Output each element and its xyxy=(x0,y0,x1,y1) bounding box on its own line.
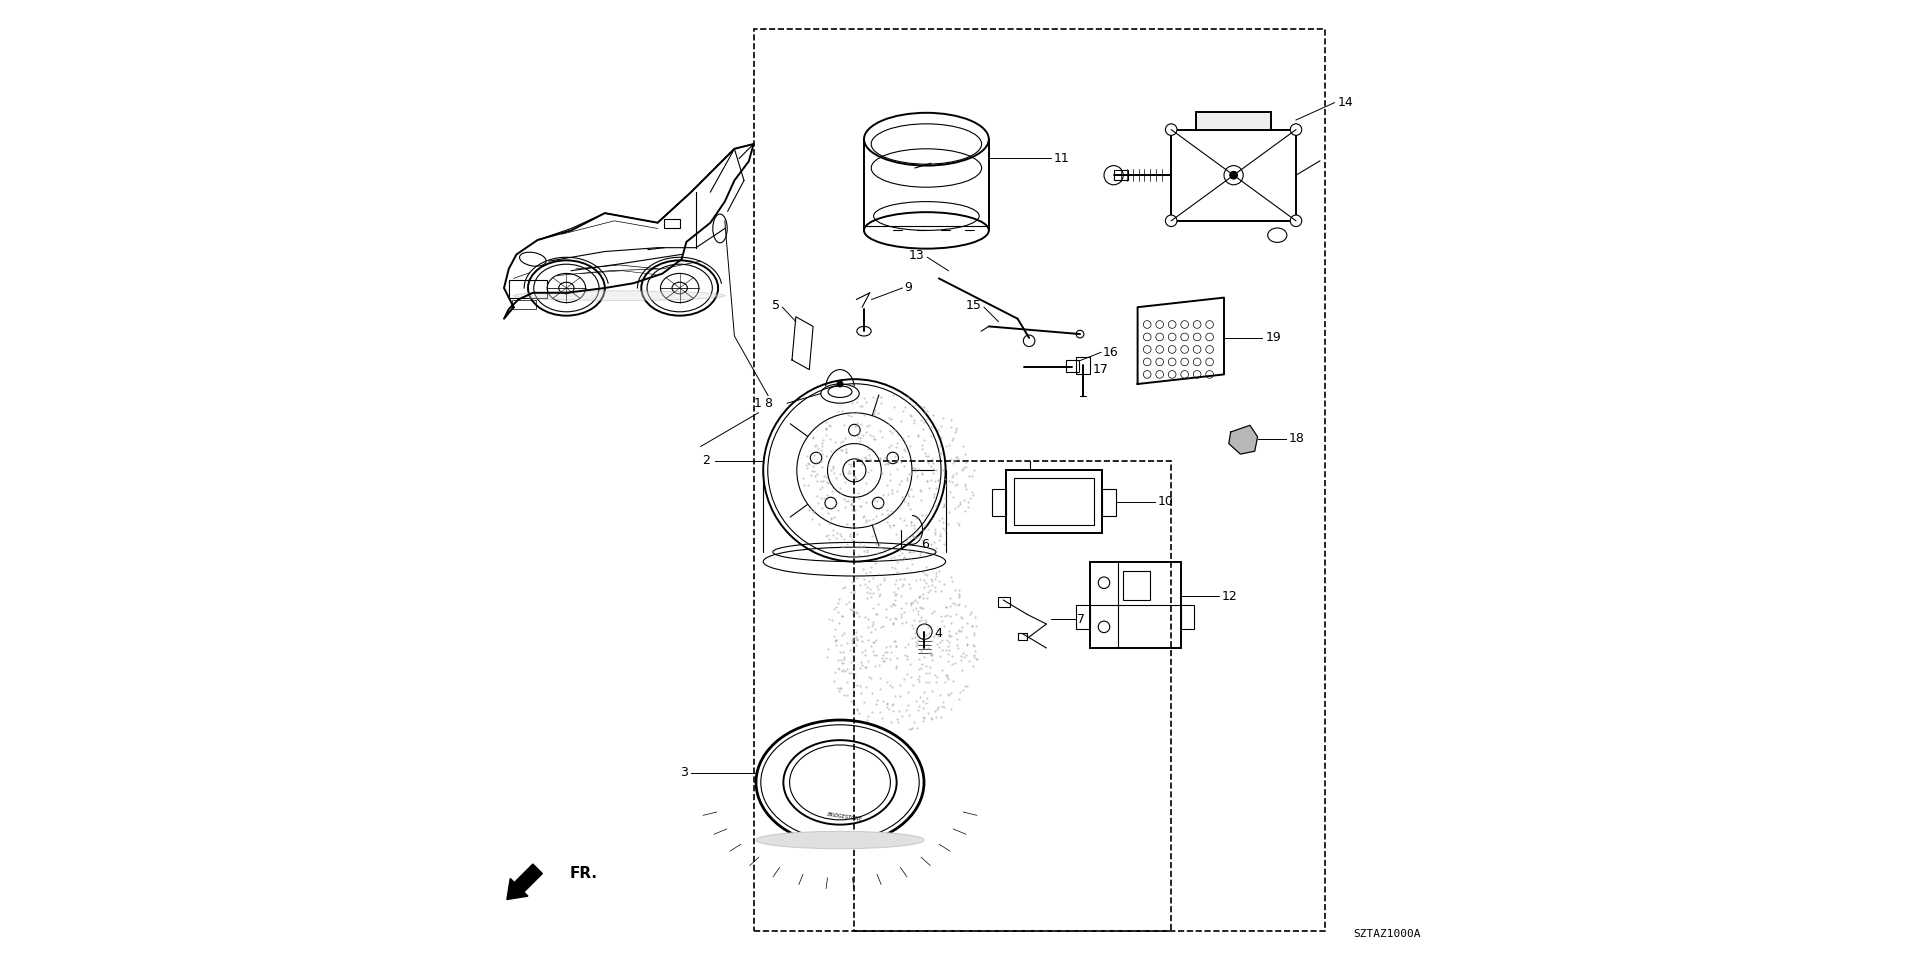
Bar xyxy=(1018,633,1027,640)
Text: 6: 6 xyxy=(922,538,929,551)
Text: FR.: FR. xyxy=(568,866,597,881)
Bar xyxy=(1171,130,1296,221)
Bar xyxy=(1102,489,1117,516)
Bar xyxy=(993,489,1006,516)
Text: 5: 5 xyxy=(772,299,780,312)
Circle shape xyxy=(1165,124,1177,135)
Circle shape xyxy=(1225,165,1242,185)
Text: 3: 3 xyxy=(680,766,687,780)
Bar xyxy=(1123,571,1150,600)
Text: SZTAZ1000A: SZTAZ1000A xyxy=(1354,929,1421,939)
Polygon shape xyxy=(1229,425,1258,454)
Bar xyxy=(1114,171,1129,180)
Text: 17: 17 xyxy=(1092,363,1108,376)
Text: 4: 4 xyxy=(933,627,943,640)
Text: 12: 12 xyxy=(1221,589,1238,603)
Text: 10: 10 xyxy=(1158,495,1173,508)
Bar xyxy=(1075,357,1089,374)
Text: 13: 13 xyxy=(908,249,925,262)
Text: BRIDGESTONE: BRIDGESTONE xyxy=(828,812,862,822)
Text: 7: 7 xyxy=(1077,612,1085,626)
Bar xyxy=(1075,605,1089,629)
Text: 19: 19 xyxy=(1265,331,1281,345)
Text: 16: 16 xyxy=(1102,346,1119,359)
Bar xyxy=(1006,470,1102,533)
Circle shape xyxy=(1290,215,1302,227)
FancyArrow shape xyxy=(507,864,541,900)
Text: 11: 11 xyxy=(1054,152,1069,165)
Text: 8: 8 xyxy=(764,396,772,410)
Ellipse shape xyxy=(756,831,924,849)
Circle shape xyxy=(1290,124,1302,135)
Text: 14: 14 xyxy=(1336,96,1354,109)
Circle shape xyxy=(837,381,843,387)
Bar xyxy=(509,280,547,298)
Circle shape xyxy=(1229,171,1236,180)
Ellipse shape xyxy=(515,291,726,300)
Bar xyxy=(854,461,1171,931)
Bar xyxy=(664,219,680,228)
Text: 18: 18 xyxy=(1288,432,1304,445)
Text: 1: 1 xyxy=(753,396,762,410)
Circle shape xyxy=(1165,215,1177,227)
Bar xyxy=(511,300,536,309)
Text: 15: 15 xyxy=(966,299,981,312)
Bar xyxy=(1014,478,1094,525)
Bar xyxy=(1089,562,1181,648)
Bar xyxy=(998,597,1010,607)
Text: 2: 2 xyxy=(703,454,710,468)
Bar xyxy=(753,29,1325,931)
Bar xyxy=(1066,360,1079,372)
Bar xyxy=(1181,605,1194,629)
Bar xyxy=(1196,112,1271,130)
Text: 9: 9 xyxy=(904,281,912,295)
